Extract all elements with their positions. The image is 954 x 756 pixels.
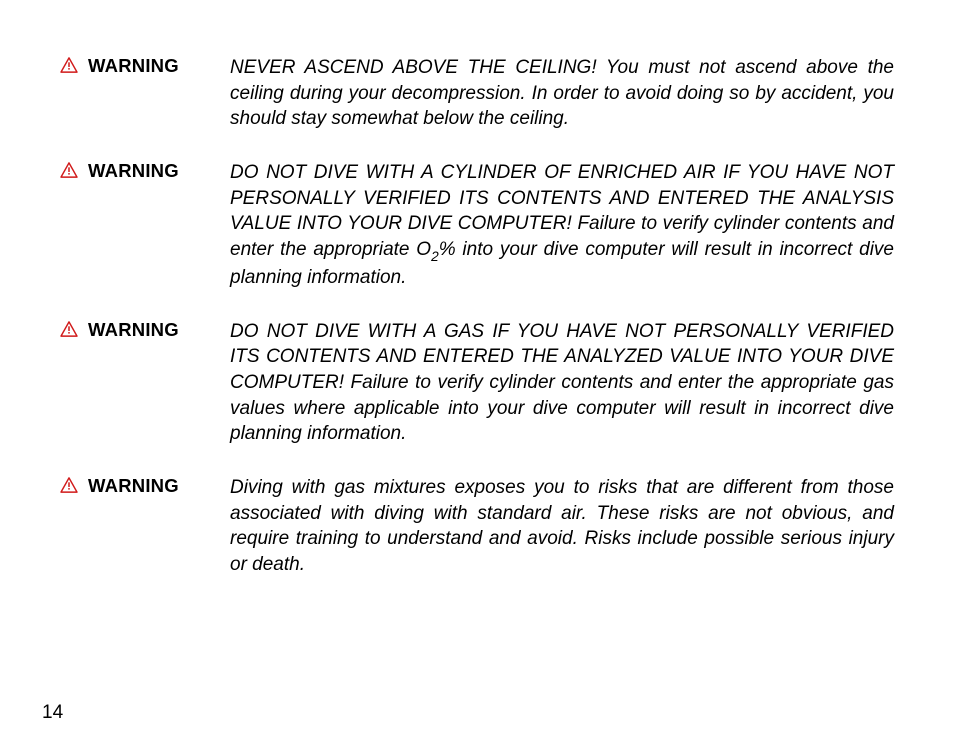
warning-triangle-icon	[60, 321, 78, 337]
warning-triangle-icon	[60, 162, 78, 178]
warning-label: WARNING	[88, 319, 179, 341]
warning-block: WARNING DO NOT DIVE WITH A CYLINDER OF EN…	[60, 160, 894, 291]
warning-label-col: WARNING	[60, 55, 230, 77]
warning-body: DO NOT DIVE WITH A CYLINDER OF ENRICHED …	[230, 160, 894, 291]
warning-label-col: WARNING	[60, 319, 230, 341]
warning-block: WARNING NEVER ASCEND ABOVE THE CEILING! Y…	[60, 55, 894, 132]
page-number: 14	[42, 702, 63, 724]
warning-body: DO NOT DIVE WITH A GAS IF YOU HAVE NOT P…	[230, 319, 894, 447]
warnings-list: WARNING NEVER ASCEND ABOVE THE CEILING! Y…	[60, 55, 894, 578]
warning-label: WARNING	[88, 160, 179, 182]
warning-triangle-icon	[60, 477, 78, 493]
warning-block: WARNING DO NOT DIVE WITH A GAS IF YOU HAV…	[60, 319, 894, 447]
warning-body: Diving with gas mixtures exposes you to …	[230, 475, 894, 578]
warning-label: WARNING	[88, 55, 179, 77]
warning-label-col: WARNING	[60, 475, 230, 497]
warning-block: WARNING Diving with gas mixtures exposes …	[60, 475, 894, 578]
warning-label: WARNING	[88, 475, 179, 497]
warning-triangle-icon	[60, 57, 78, 73]
warning-label-col: WARNING	[60, 160, 230, 182]
manual-page: WARNING NEVER ASCEND ABOVE THE CEILING! Y…	[0, 0, 954, 756]
warning-body: NEVER ASCEND ABOVE THE CEILING! You must…	[230, 55, 894, 132]
